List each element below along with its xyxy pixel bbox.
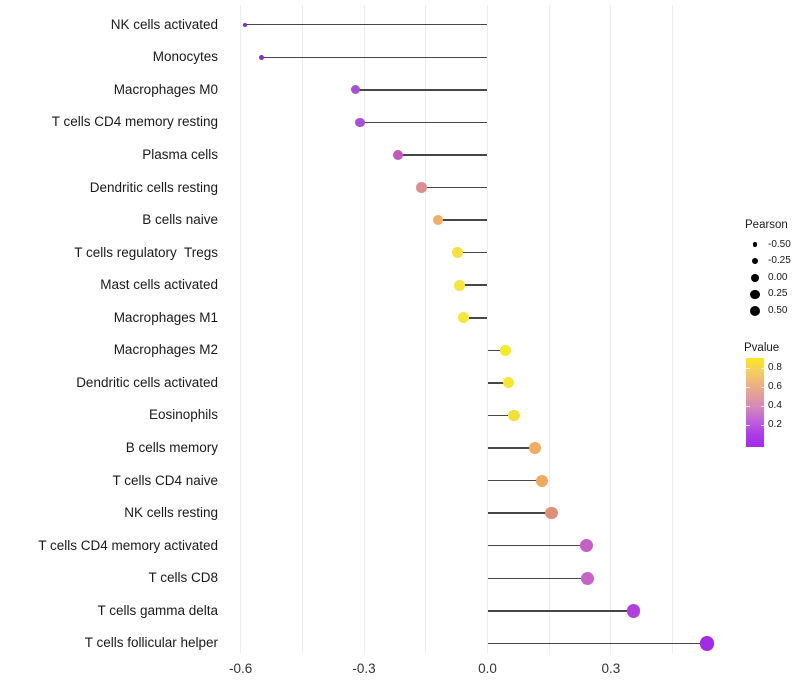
gridline — [425, 5, 427, 653]
gridline — [301, 5, 303, 653]
lollipop-dot — [545, 506, 558, 520]
pvalue-gradient-tick — [760, 425, 764, 426]
lollipop-stem — [487, 577, 588, 580]
lollipop-dot — [351, 85, 361, 95]
y-axis-label: T cells regulatory Tregs — [74, 244, 218, 260]
pearson-legend-dot — [749, 305, 761, 317]
pvalue-legend-label: 0.4 — [768, 400, 782, 411]
lollipop-stem — [487, 382, 509, 384]
lollipop-dot — [528, 442, 541, 455]
pearson-legend-label: 0.25 — [768, 288, 788, 300]
lollipop-stem — [459, 284, 488, 286]
pearson-legend-dot — [751, 257, 759, 265]
y-axis-label: T cells follicular helper — [84, 635, 218, 651]
y-axis-label: Monocytes — [152, 49, 218, 65]
pvalue-gradient-tick — [760, 406, 764, 407]
lollipop-dot — [416, 182, 427, 193]
lollipop-stem — [397, 154, 488, 156]
y-axis-label: Dendritic cells resting — [89, 179, 218, 195]
lollipop-stem — [244, 23, 488, 26]
lollipop-stem — [487, 544, 587, 547]
y-axis-label: Mast cells activated — [100, 277, 218, 293]
lollipop-dot — [499, 344, 511, 356]
lollipop-dot — [536, 474, 549, 487]
y-axis-label: Macrophages M1 — [113, 309, 218, 325]
pvalue-legend-label: 0.8 — [768, 362, 782, 373]
pearson-legend-dot — [750, 273, 760, 282]
lollipop-dot — [451, 247, 463, 259]
pvalue-gradient-bar — [746, 358, 764, 447]
lollipop-stem — [487, 349, 506, 352]
lollipop-stem — [359, 121, 488, 124]
y-axis-label: B cells memory — [125, 440, 218, 456]
lollipop-dot — [626, 604, 641, 618]
lollipop-dot — [457, 312, 469, 324]
pearson-legend-dot — [750, 289, 760, 299]
lollipop-dot — [454, 279, 466, 291]
gridline — [240, 5, 242, 653]
x-axis-label: -0.3 — [352, 661, 376, 676]
y-axis-label: B cells naive — [142, 212, 218, 228]
lollipop-stem — [438, 219, 488, 221]
lollipop-dot — [392, 149, 403, 160]
y-axis-label: NK cells resting — [124, 505, 218, 521]
x-axis-label: 0.0 — [478, 661, 497, 676]
lollipop-stem — [487, 610, 634, 612]
lollipop-stem — [487, 414, 514, 417]
x-axis-label: -0.6 — [228, 661, 253, 676]
gridline — [610, 5, 612, 653]
y-axis-label: Plasma cells — [142, 146, 218, 162]
lollipop-stem — [457, 251, 488, 254]
pvalue-gradient-tick — [760, 368, 764, 369]
lollipop-dot — [579, 539, 593, 553]
pvalue-gradient-tick — [760, 387, 764, 388]
gridline — [487, 5, 488, 653]
lollipop-dot — [242, 22, 247, 27]
y-axis-label: T cells gamma delta — [97, 602, 218, 618]
gridline — [672, 5, 674, 653]
pvalue-gradient-tick — [746, 387, 750, 388]
y-axis-label: T cells CD4 memory activated — [38, 537, 218, 553]
pvalue-gradient-tick — [746, 425, 750, 426]
y-axis-label: T cells CD4 memory resting — [51, 114, 218, 130]
lollipop-stem — [487, 447, 535, 449]
pearson-legend-label: -0.25 — [768, 255, 791, 267]
gridline — [363, 5, 365, 653]
lollipop-dot — [508, 409, 520, 422]
lollipop-dot — [258, 54, 264, 60]
lollipop-stem — [463, 317, 488, 319]
pearson-legend-label: 0.50 — [768, 304, 788, 316]
pvalue-gradient-tick — [746, 406, 750, 407]
pearson-legend-title: Pearson — [745, 219, 788, 231]
gridline — [548, 5, 550, 653]
y-axis-label: Macrophages M2 — [113, 342, 218, 358]
lollipop-stem — [261, 56, 488, 58]
pearson-legend-label: 0.00 — [768, 271, 788, 283]
lollipop-stem — [487, 512, 552, 514]
pearson-legend-label: -0.50 — [768, 238, 791, 250]
lollipop-dot — [699, 636, 715, 651]
y-axis-label: Dendritic cells activated — [76, 374, 218, 390]
pearson-legend-dot — [752, 242, 758, 247]
y-axis-label: T cells CD4 naive — [112, 472, 218, 488]
lollipop-stem — [487, 642, 707, 645]
y-axis-label: NK cells activated — [110, 16, 218, 32]
x-axis-label: 0.3 — [601, 661, 621, 676]
pvalue-legend-label: 0.2 — [768, 419, 782, 430]
pvalue-gradient-tick — [746, 368, 750, 369]
lollipop-stem — [487, 479, 543, 482]
lollipop-dot — [580, 571, 594, 585]
lollipop-dot — [503, 377, 515, 389]
y-axis-label: Eosinophils — [148, 407, 218, 423]
y-axis-label: Macrophages M0 — [113, 81, 218, 97]
lollipop-stem — [421, 186, 488, 189]
y-axis-label: T cells CD8 — [148, 570, 218, 586]
lollipop-dot — [432, 214, 444, 226]
lollipop-stem — [355, 89, 488, 91]
pvalue-legend-title: Pvalue — [744, 342, 780, 354]
lollipop-dot — [355, 117, 365, 128]
pvalue-legend-label: 0.6 — [768, 381, 782, 392]
